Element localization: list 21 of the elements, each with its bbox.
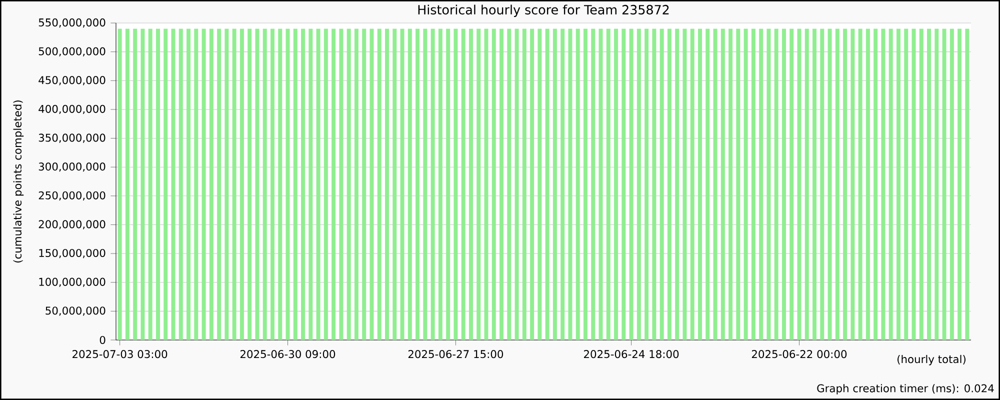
y-tick-label: 500,000,000 bbox=[38, 47, 106, 56]
y-axis-title: (cumulative points completed) bbox=[13, 100, 24, 262]
x-tick-label: 2025-06-30 09:00 bbox=[240, 350, 336, 358]
y-tick-label: 250,000,000 bbox=[38, 191, 106, 200]
y-tick-label: 100,000,000 bbox=[39, 278, 106, 287]
x-axis-title: (hourly total) bbox=[898, 354, 966, 366]
y-tick-label: 150,000,000 bbox=[39, 248, 106, 258]
y-tick-label: 0 bbox=[100, 336, 106, 344]
y-tick-label: 550,000,000 bbox=[38, 18, 106, 28]
y-tick-label: 200,000,000 bbox=[38, 220, 106, 230]
x-tick-label: 2025-06-24 18:00 bbox=[584, 350, 679, 358]
y-tick-label: 350,000,000 bbox=[38, 134, 106, 143]
y-tick-label: 300,000,000 bbox=[38, 162, 106, 172]
y-tick-label: 400,000,000 bbox=[38, 104, 106, 114]
x-tick-label: 2025-06-27 15:00 bbox=[408, 350, 504, 358]
y-tick-label: 450,000,000 bbox=[38, 76, 106, 86]
x-tick-label: 2025-07-03 03:00 bbox=[72, 350, 168, 358]
chart-title: Historical hourly score for Team 235872 bbox=[418, 4, 669, 17]
x-tick-label: 2025-06-22 00:00 bbox=[752, 350, 847, 358]
text: Graph creation timer (ms): 0.024 bbox=[817, 384, 994, 394]
y-tick-label: 50,000,000 bbox=[46, 306, 106, 316]
